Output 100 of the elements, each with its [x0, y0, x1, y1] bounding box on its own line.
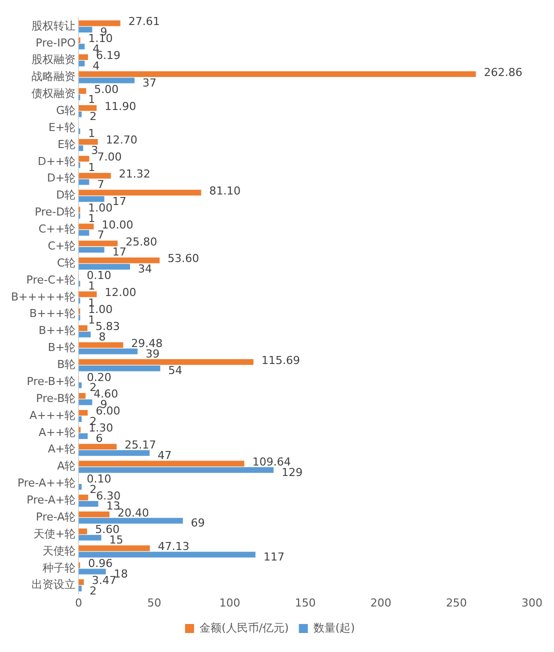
x-tick-label: 150 — [294, 596, 316, 610]
data-label: 25.17 — [124, 438, 156, 452]
data-label: 12.70 — [106, 134, 138, 147]
bar — [78, 410, 88, 416]
bar — [78, 433, 88, 439]
bar — [78, 518, 183, 524]
data-label: 7 — [97, 228, 104, 242]
bar — [78, 332, 91, 338]
bar — [78, 179, 90, 185]
x-tick-label: 50 — [147, 596, 162, 610]
y-tick-label: D轮 — [56, 188, 76, 202]
data-label: 12.00 — [104, 286, 136, 300]
bar — [78, 246, 104, 253]
y-tick-label: Pre-D轮 — [34, 206, 76, 219]
y-tick-label: A++轮 — [38, 426, 76, 439]
y-tick-label: 种子轮 — [42, 561, 76, 574]
bar — [78, 54, 88, 60]
y-tick-label: C轮 — [56, 256, 76, 270]
data-label: 0.96 — [88, 557, 113, 570]
bar — [78, 444, 117, 450]
bar — [78, 172, 111, 179]
y-tick-label: A轮 — [57, 460, 76, 473]
bar — [78, 44, 85, 50]
bar — [78, 291, 97, 298]
data-label: 2 — [90, 110, 97, 124]
data-label: 53.60 — [168, 252, 200, 266]
data-label: 27.61 — [128, 15, 160, 28]
y-tick-label: A+轮 — [48, 442, 76, 456]
data-label: 6.00 — [96, 404, 120, 418]
y-tick-label: Pre-A+轮 — [26, 494, 76, 507]
y-tick-label: B+++++轮 — [10, 290, 76, 304]
data-label: 5.60 — [95, 523, 120, 536]
data-label: 117 — [263, 550, 284, 564]
x-tick-label: 200 — [370, 596, 392, 610]
data-label: 5.00 — [94, 82, 119, 96]
data-label: 1 — [88, 280, 96, 293]
bar — [78, 342, 124, 348]
data-label: 6.30 — [96, 489, 121, 502]
bar — [78, 190, 202, 196]
bar — [78, 568, 106, 574]
data-label: 1.10 — [88, 32, 113, 46]
data-label: 129 — [282, 466, 303, 479]
bar — [78, 534, 102, 541]
data-label: 47.13 — [158, 540, 190, 554]
data-label: 11.90 — [104, 100, 136, 113]
y-tick-label: G轮 — [56, 104, 76, 118]
bar — [78, 138, 98, 145]
bar — [78, 500, 98, 507]
y-tick-label: B+轮 — [48, 341, 76, 354]
legend-label: 数量(起) — [313, 621, 355, 634]
y-tick-label: 天使轮 — [42, 544, 76, 558]
data-label: 15 — [109, 534, 124, 547]
bar — [78, 88, 86, 94]
y-tick-label: E+轮 — [48, 120, 76, 134]
bar — [78, 230, 90, 236]
bar — [78, 156, 90, 162]
data-label: 0.10 — [86, 472, 112, 486]
data-label: 1.00 — [88, 201, 113, 214]
data-label: 4.60 — [94, 388, 118, 401]
data-label: 69 — [190, 516, 205, 530]
y-tick-label: Pre-B+轮 — [26, 374, 76, 388]
bar — [78, 60, 85, 66]
y-tick-label: C+轮 — [48, 239, 76, 252]
data-label: 7.00 — [97, 150, 122, 164]
bar — [78, 359, 254, 365]
y-tick-label: Pre-IPO — [36, 36, 76, 50]
bar — [78, 348, 138, 354]
bar — [78, 224, 94, 230]
bar — [78, 494, 88, 500]
data-label: 2 — [90, 482, 97, 496]
data-label: 10.00 — [102, 218, 134, 232]
y-tick-label: 出资设立 — [32, 578, 76, 592]
y-tick-label: C++轮 — [38, 222, 76, 236]
data-label: 17 — [112, 194, 126, 208]
data-label: 37 — [142, 76, 157, 90]
y-tick-label: Pre-A++轮 — [17, 476, 76, 490]
data-label: 25.80 — [126, 235, 158, 248]
y-tick-label: B轮 — [57, 358, 76, 372]
y-tick-label: E轮 — [58, 138, 76, 151]
bar — [78, 545, 150, 552]
bar — [78, 20, 120, 26]
bar — [78, 460, 244, 466]
x-tick-label: 250 — [446, 596, 467, 610]
bar — [78, 528, 88, 534]
data-label: 54 — [168, 364, 182, 378]
y-tick-label: B+++轮 — [29, 307, 76, 320]
y-tick-label: Pre-C+轮 — [26, 273, 76, 286]
data-label: 21.32 — [118, 168, 150, 181]
data-label: 5.83 — [95, 320, 120, 333]
data-label: 109.64 — [252, 455, 291, 468]
y-tick-label: 债权融资 — [32, 87, 76, 100]
data-label: 0.20 — [86, 370, 112, 384]
data-label: 1 — [88, 160, 96, 174]
bar — [78, 365, 160, 372]
bar — [78, 258, 160, 264]
data-label: 29.48 — [131, 336, 163, 350]
bar — [78, 552, 256, 558]
data-label: 4 — [92, 59, 100, 72]
data-label: 1 — [88, 127, 96, 140]
y-tick-label: D+轮 — [46, 172, 76, 185]
